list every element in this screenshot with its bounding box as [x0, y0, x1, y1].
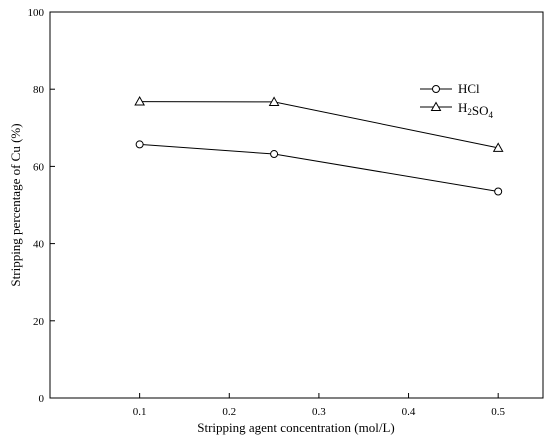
x-tick-label: 0.1: [133, 406, 147, 418]
data-point-h2so4: [492, 142, 504, 152]
x-tick-label: 0.3: [312, 406, 326, 418]
y-axis-label: Stripping percentage of Cu (%): [8, 123, 23, 286]
x-tick-label: 0.4: [402, 406, 416, 418]
x-tick-label: 0.5: [491, 406, 505, 418]
y-tick-label: 60: [33, 161, 45, 173]
series-layer: [134, 96, 504, 196]
y-tick-label: 20: [33, 316, 45, 328]
data-point-h2so4: [268, 96, 280, 106]
legend-hcl-label: HCl: [458, 81, 480, 96]
y-tick-label: 100: [28, 7, 45, 19]
plot-frame: [49, 11, 544, 399]
legend-h2so4-marker: [430, 101, 442, 111]
data-point-h2so4: [134, 96, 145, 106]
legend-hcl-marker: [432, 85, 440, 93]
data-point-hcl: [270, 150, 279, 159]
data-point-hcl: [135, 140, 144, 149]
x-tick-label: 0.2: [222, 406, 236, 418]
series-line-h2so4: [139, 101, 499, 149]
x-axis-ticks: 0.1 0.2 0.3 0.4 0.5: [133, 393, 506, 418]
y-tick-label: 0: [39, 393, 45, 405]
data-point-hcl: [494, 187, 503, 196]
y-tick-label: 80: [33, 84, 45, 96]
x-axis-label: Stripping agent concentration (mol/L): [197, 420, 394, 435]
legend: HCl H2SO4: [420, 81, 494, 120]
series-line-hcl: [139, 143, 499, 192]
y-tick-label: 40: [33, 239, 45, 251]
legend-h2so4-label: H2SO4: [458, 100, 494, 120]
y-axis-ticks: 0 20 40 60 80 100: [28, 7, 55, 405]
